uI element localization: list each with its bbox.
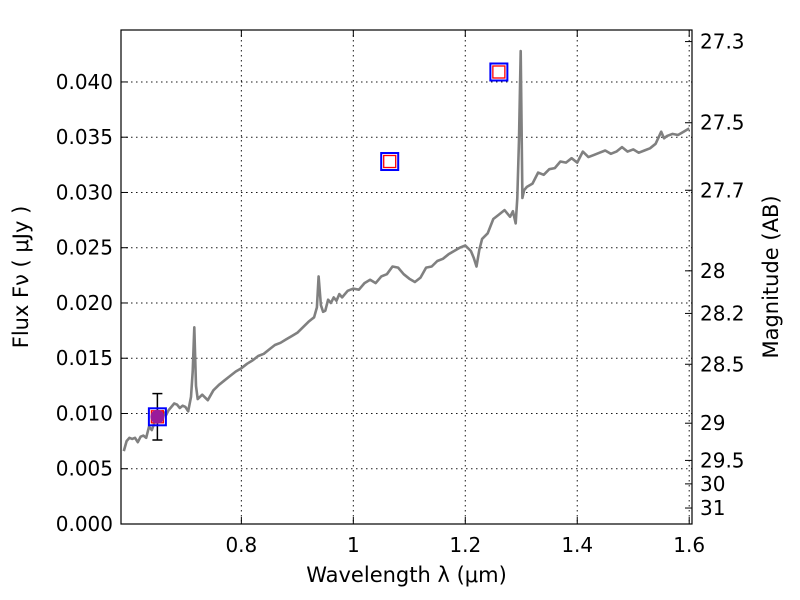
magnitude-axis-label: Magnitude (AB)	[759, 195, 783, 358]
x-tick-label: 1.2	[449, 533, 481, 557]
y-axis-label: Flux Fν ( μJy )	[9, 206, 33, 349]
magnitude-tick-label: 28.2	[700, 301, 745, 325]
magnitude-tick-label: 27.7	[700, 178, 745, 202]
photometry-square	[147, 407, 167, 427]
photometry-square-inner	[492, 65, 506, 79]
y-tick-label: 0.035	[56, 125, 113, 149]
magnitude-tick-label: 29	[700, 411, 725, 435]
magnitude-tick-label: 28	[700, 259, 725, 283]
y-tick-label: 0.030	[56, 180, 113, 204]
y-tick-label: 0.000	[56, 512, 113, 536]
y-tick-label: 0.040	[56, 70, 113, 94]
series-layer	[122, 49, 690, 452]
spectrum-line	[122, 49, 690, 452]
magnitude-tick-label: 28.5	[700, 352, 745, 376]
grid-layer	[121, 30, 692, 525]
photometry-square	[380, 152, 400, 172]
y-tick-label: 0.015	[56, 346, 113, 370]
magnitude-tick-label: 31	[700, 496, 725, 520]
y-tick-label: 0.025	[56, 236, 113, 260]
x-tick-label: 0.8	[225, 533, 257, 557]
photometry-square-inner	[383, 154, 397, 169]
plot-frame	[120, 29, 693, 525]
y-tick-label: 0.020	[56, 291, 113, 315]
magnitude-tick-label: 30	[700, 472, 725, 496]
magnitude-tick-label: 27.5	[700, 111, 745, 135]
x-axis-label: Wavelength λ (μm)	[306, 563, 507, 587]
measured-point	[150, 409, 165, 424]
magnitude-tick-label: 29.5	[700, 448, 745, 472]
photometry-square	[489, 62, 509, 82]
y-tick-label: 0.010	[56, 401, 113, 425]
ticks-layer: 0.8 1 1.2 1.4 1.6 0.000 0.005 0.010 0.015 0.020 0.…	[56, 30, 745, 557]
x-tick-label: 1.4	[561, 533, 593, 557]
x-tick-label: 1	[347, 533, 360, 557]
y-tick-label: 0.005	[56, 457, 113, 481]
magnitude-tick-label: 27.3	[700, 30, 745, 54]
x-tick-label: 1.6	[673, 533, 705, 557]
